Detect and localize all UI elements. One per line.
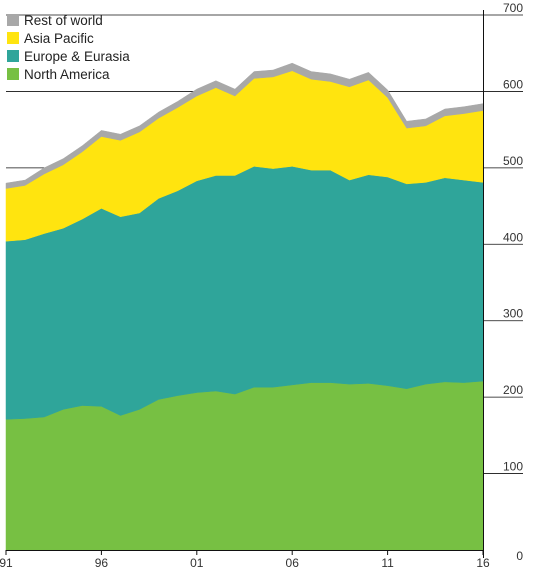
x-tick-label-91: 91 bbox=[0, 556, 13, 570]
legend-swatch-asia-pacific bbox=[7, 32, 19, 44]
x-tick-label-11: 11 bbox=[381, 556, 394, 570]
legend-swatch-north-america bbox=[7, 68, 19, 80]
legend: Rest of world Asia Pacific Europe & Eurasi… bbox=[7, 13, 130, 82]
y-tick-label-100: 100 bbox=[503, 460, 523, 474]
y-tick-label-400: 400 bbox=[503, 230, 523, 244]
legend-label-north-america: North America bbox=[24, 67, 110, 82]
y-tick-label-500: 500 bbox=[503, 154, 523, 168]
x-tick-label-96: 96 bbox=[95, 556, 109, 570]
x-axis: 91 96 01 06 11 16 bbox=[0, 550, 490, 570]
legend-label-rest-of-world: Rest of world bbox=[24, 13, 103, 28]
x-tick-label-16: 16 bbox=[476, 556, 490, 570]
legend-label-asia-pacific: Asia Pacific bbox=[24, 31, 94, 46]
x-tick-label-06: 06 bbox=[286, 556, 300, 570]
x-tick-label-01: 01 bbox=[190, 556, 204, 570]
y-tick-label-600: 600 bbox=[503, 77, 523, 91]
legend-label-europe-eurasia: Europe & Eurasia bbox=[24, 49, 130, 64]
y-tick-label-0: 0 bbox=[516, 549, 523, 563]
y-tick-label-200: 200 bbox=[503, 383, 523, 397]
legend-swatch-europe-eurasia bbox=[7, 50, 19, 62]
legend-swatch-rest-of-world bbox=[7, 14, 19, 26]
y-axis: 0 100 200 300 400 500 600 700 bbox=[483, 1, 523, 563]
y-tick-label-300: 300 bbox=[503, 307, 523, 321]
y-tick-label-700: 700 bbox=[503, 1, 523, 15]
series-areas bbox=[5, 62, 484, 551]
